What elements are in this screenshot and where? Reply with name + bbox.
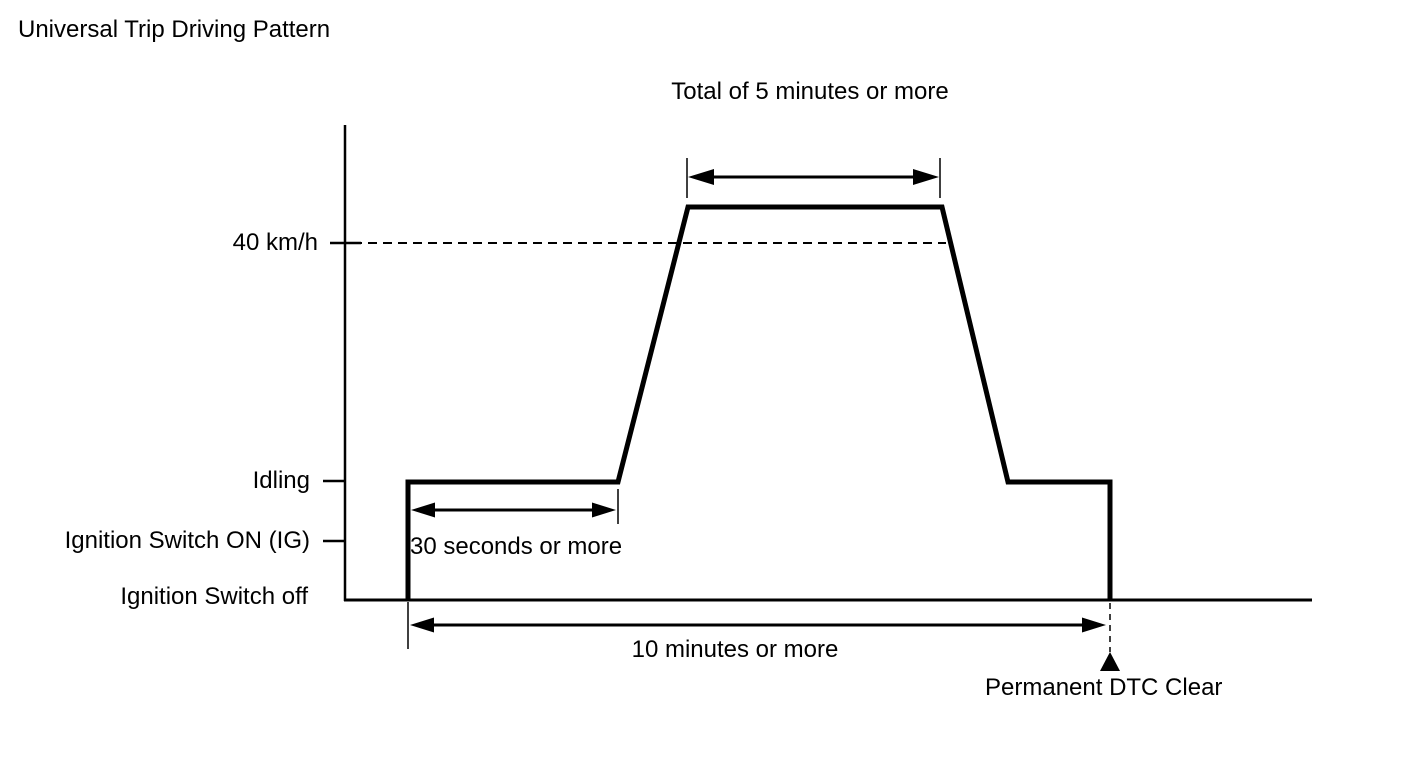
arrow-10min-left-head — [410, 617, 434, 633]
dtc-clear-triangle-marker — [1100, 652, 1120, 671]
annotation-30-seconds: 30 seconds or more — [410, 533, 623, 560]
arrow-30sec-left-head — [411, 502, 435, 518]
arrow-10min-right-head — [1082, 617, 1106, 633]
annotation-10-minutes: 10 minutes or more — [631, 636, 839, 663]
arrow-5min-left-head — [688, 169, 714, 185]
axis-label-idling: Idling — [252, 467, 310, 494]
annotation-dtc-clear: Permanent DTC Clear — [985, 674, 1223, 701]
axis-label-ignition-off: Ignition Switch off — [120, 583, 308, 610]
arrow-30sec-right-head — [592, 502, 616, 518]
annotation-total-5-minutes: Total of 5 minutes or more — [671, 78, 949, 105]
axis-label-40kmh: 40 km/h — [232, 229, 318, 256]
arrow-5min-right-head — [913, 169, 939, 185]
axis-label-ignition-on: Ignition Switch ON (IG) — [64, 527, 310, 554]
speed-trace — [405, 204, 1113, 600]
diagram-title: Universal Trip Driving Pattern — [18, 16, 331, 43]
